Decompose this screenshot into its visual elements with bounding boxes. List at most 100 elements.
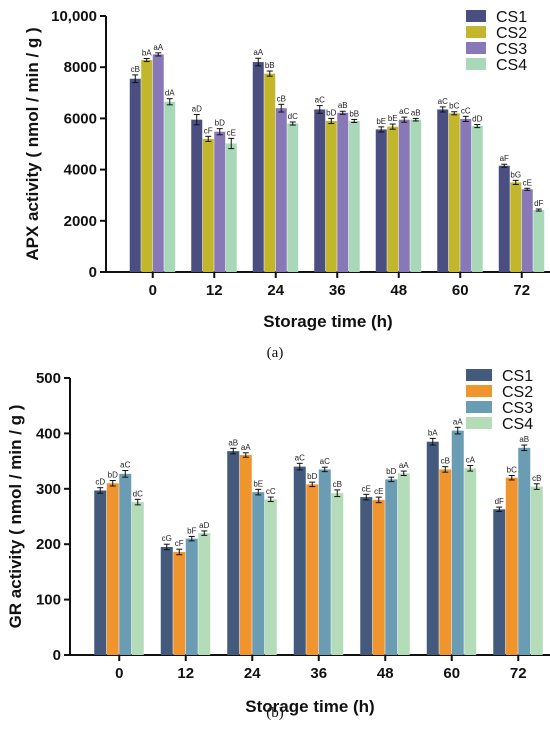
bar-cs3-72 [521, 189, 533, 272]
significance-label: bD [215, 119, 225, 128]
significance-label: cE [523, 178, 532, 187]
bar-cs4-48 [410, 119, 422, 273]
bar-cs4-36 [348, 120, 360, 273]
x-tick-label: 12 [206, 282, 223, 299]
x-tick-label: 36 [329, 282, 346, 299]
bar-cs4-72 [533, 210, 545, 272]
significance-label: bC [507, 466, 517, 475]
bar-cs1-36 [293, 466, 306, 655]
bar-cs1-60 [426, 441, 439, 655]
legend-label-cs4: CS4 [496, 57, 527, 74]
y-tick-label: 0 [89, 264, 97, 281]
bar-cs1-72 [493, 509, 506, 655]
significance-label: cB [333, 480, 342, 489]
legend-label-cs3: CS3 [502, 400, 533, 417]
y-tick-label: 0 [53, 647, 61, 664]
significance-label: bE [376, 117, 386, 126]
x-tick-label: 72 [513, 282, 530, 299]
legend-label-cs2: CS2 [502, 384, 533, 401]
x-tick-label: 24 [267, 282, 284, 299]
significance-label: bA [142, 48, 152, 57]
bar-cs1-48 [360, 497, 373, 655]
legend-label-cs1: CS1 [502, 368, 533, 385]
bar-cs4-24 [264, 499, 277, 655]
significance-label: bB [265, 61, 275, 70]
y-tick-label: 8000 [64, 59, 97, 76]
bar-cs2-72 [510, 182, 522, 272]
significance-label: dC [288, 112, 298, 121]
significance-label: aC [320, 457, 330, 466]
bar-cs2-48 [387, 126, 399, 272]
bar-cs4-12 [198, 533, 211, 655]
bar-cs3-60 [451, 430, 464, 655]
y-axis-label: GR activity ( nmol / min / g ) [6, 405, 25, 629]
bar-cs2-0 [106, 483, 119, 655]
significance-label: aB [519, 435, 529, 444]
significance-label: aD [199, 521, 209, 530]
bar-cs1-24 [227, 451, 240, 655]
bar-cs2-36 [325, 120, 337, 273]
legend-label-cs1: CS1 [496, 9, 527, 26]
bar-cs1-48 [375, 129, 387, 272]
significance-label: bG [510, 170, 521, 179]
significance-label: cC [461, 106, 471, 115]
significance-label: aC [438, 97, 448, 106]
x-tick-label: 0 [149, 282, 157, 299]
significance-label: cE [374, 487, 383, 496]
bar-cs4-12 [225, 143, 237, 272]
x-tick-label: 36 [310, 665, 327, 682]
panel-label: (b) [266, 705, 284, 721]
x-tick-label: 12 [177, 665, 194, 682]
significance-label: bB [349, 109, 359, 118]
significance-label: bD [108, 470, 118, 479]
bar-cs3-36 [318, 469, 331, 655]
significance-label: bD [386, 467, 396, 476]
significance-label: cE [227, 128, 236, 137]
bar-cs3-0 [119, 473, 132, 655]
legend-swatch-cs3 [466, 401, 492, 413]
bar-cs3-12 [214, 131, 226, 272]
significance-label: aC [399, 107, 409, 116]
x-tick-label: 60 [452, 282, 469, 299]
significance-label: bF [187, 526, 196, 535]
x-tick-label: 48 [377, 665, 394, 682]
significance-label: aF [500, 154, 509, 163]
bar-cs3-24 [252, 492, 265, 655]
significance-label: dC [133, 489, 143, 498]
significance-label: cF [204, 126, 213, 135]
chart-panel-b: 0 100 200 300 400 500 GR activity ( nmol / min… [6, 368, 550, 721]
significance-label: aA [153, 43, 163, 52]
bar-cs2-24 [264, 73, 276, 272]
legend-swatch-cs2 [466, 26, 486, 38]
significance-label: aA [241, 443, 251, 452]
significance-label: aC [120, 461, 130, 470]
legend-swatch-cs1 [466, 369, 492, 381]
bar-cs1-36 [314, 109, 326, 272]
y-tick-label: 500 [36, 370, 61, 387]
significance-label: dD [472, 115, 482, 124]
bar-cs4-48 [397, 473, 410, 655]
significance-label: bD [326, 108, 336, 117]
bar-cs3-48 [385, 479, 398, 655]
significance-label: cE [362, 484, 371, 493]
bar-cs1-24 [252, 62, 264, 272]
bar-cs3-12 [185, 538, 198, 655]
panel-label: (a) [267, 345, 284, 361]
significance-label: cB [277, 94, 286, 103]
bar-cs2-12 [202, 138, 214, 272]
bar-cs1-0 [129, 78, 141, 272]
legend-swatch-cs4 [466, 417, 492, 429]
legend-label-cs2: CS2 [496, 25, 527, 42]
bar-cs2-24 [239, 455, 252, 655]
significance-label: bE [253, 479, 263, 488]
y-tick-label: 400 [36, 425, 61, 442]
bar-cs1-12 [191, 119, 203, 273]
x-tick-label: 0 [115, 665, 123, 682]
bar-cs4-60 [464, 468, 477, 655]
y-tick-label: 4000 [64, 162, 97, 179]
legend-label-cs3: CS3 [496, 41, 527, 58]
bar-cs3-48 [398, 119, 410, 273]
significance-label: cB [532, 474, 541, 483]
bar-cs2-36 [306, 484, 319, 655]
